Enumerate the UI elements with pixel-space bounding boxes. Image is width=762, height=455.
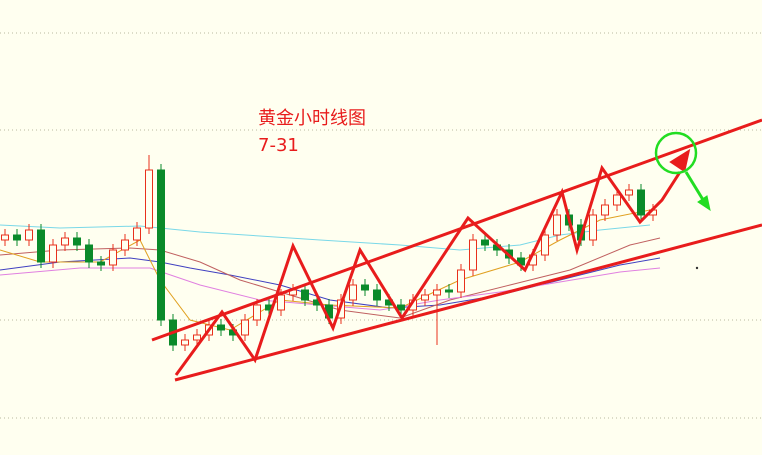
candle-body	[241, 319, 249, 336]
target-circle	[654, 131, 698, 175]
candle-body	[217, 324, 225, 331]
candle-body	[145, 169, 153, 229]
candle-body	[361, 284, 369, 291]
chart-subtitle: 7-31	[258, 135, 299, 156]
ma-line	[0, 224, 651, 251]
candle-body	[13, 234, 21, 241]
candle-body	[157, 169, 165, 321]
ma-line	[0, 267, 661, 311]
candle-body	[97, 261, 105, 266]
candle-body	[445, 289, 453, 293]
candle-body	[349, 284, 357, 301]
candle-body	[85, 244, 93, 263]
chart-title: 黄金小时线图	[258, 108, 366, 129]
candle-body	[25, 229, 33, 241]
candle-body	[121, 239, 129, 251]
candle-body	[181, 339, 189, 346]
candle-body	[541, 234, 549, 256]
candle-body	[37, 229, 45, 263]
candle-body	[301, 289, 309, 301]
dot	[695, 266, 699, 270]
green-arrow	[684, 171, 707, 204]
green-arrow-head	[697, 195, 711, 212]
candle-body	[589, 214, 597, 241]
candle-body	[61, 237, 69, 246]
candle-body	[193, 334, 201, 341]
channel-line	[151, 118, 762, 342]
candle-body	[433, 289, 441, 296]
candle-body	[73, 237, 81, 246]
candle-body	[481, 239, 489, 246]
annotations	[151, 118, 762, 382]
candle-body	[601, 204, 609, 216]
candle-body	[553, 214, 561, 236]
candle-body	[625, 189, 633, 196]
candle-body	[253, 304, 261, 321]
candle-body	[373, 289, 381, 301]
candle-body	[49, 244, 57, 263]
arrow-head	[669, 148, 691, 173]
candle-body	[109, 249, 117, 266]
candle-body	[637, 189, 645, 216]
zigzag	[174, 164, 682, 376]
candle-body	[1, 234, 9, 241]
candle-body	[421, 294, 429, 301]
candle-body	[133, 227, 141, 241]
candle-body	[457, 269, 465, 293]
channel-line	[174, 223, 762, 382]
candle-body	[613, 194, 621, 206]
candle-body	[469, 239, 477, 271]
candle-body	[277, 294, 285, 311]
candle-body	[397, 304, 405, 311]
